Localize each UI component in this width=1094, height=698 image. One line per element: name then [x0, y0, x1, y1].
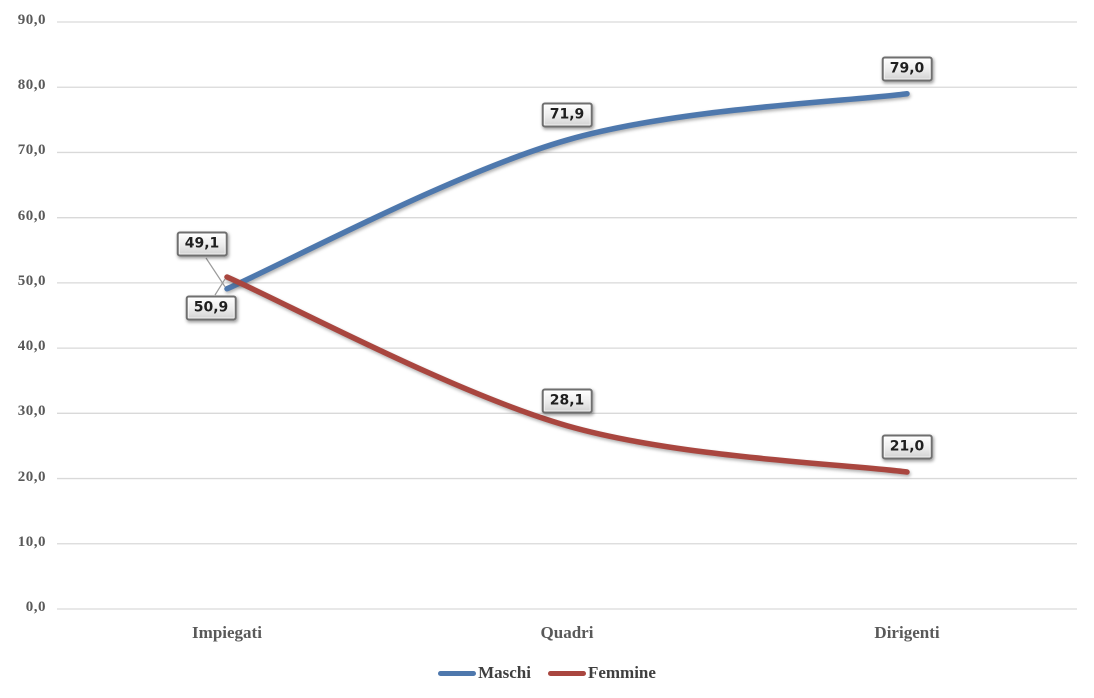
data-label-femmine-dirigenti: 21,0 [881, 434, 933, 460]
legend-item-femmine: Femmine [547, 663, 656, 683]
chart-legend: Maschi Femmine [0, 660, 1094, 686]
y-tick-90-0: 90,0 [17, 12, 46, 28]
data-label-femmine-quadri: 28,1 [541, 388, 593, 414]
series-line-maschi [224, 90, 910, 292]
data-label-femmine-impiegati: 50,9 [185, 295, 237, 321]
legend-swatch-femmine [547, 670, 586, 676]
y-tick-40-0: 40,0 [17, 338, 46, 355]
leader-line-maschi [205, 257, 226, 288]
legend-swatch-maschi [438, 670, 477, 676]
x-category-quadri: Quadri [540, 623, 594, 642]
y-tick-30-0: 30,0 [17, 403, 46, 420]
y-tick-80-0: 80,0 [17, 77, 46, 94]
y-tick-10-0: 10,0 [17, 533, 46, 550]
data-label-maschi-impiegati: 49,1 [176, 231, 228, 257]
legend-label-maschi: Maschi [478, 663, 531, 682]
y-tick-50-0: 50,0 [17, 272, 46, 289]
y-tick-60-0: 60,0 [17, 207, 46, 224]
y-tick-0-0: 0,0 [25, 599, 46, 615]
y-tick-70-0: 70,0 [17, 142, 46, 159]
leader-line-femmine [214, 278, 226, 296]
x-category-dirigenti: Dirigenti [874, 623, 940, 642]
legend-item-maschi: Maschi [438, 663, 531, 683]
x-category-impiegati: Impiegati [192, 623, 262, 642]
data-label-maschi-dirigenti: 79,0 [881, 56, 933, 82]
data-label-maschi-quadri: 71,9 [541, 102, 593, 128]
legend-label-femmine: Femmine [587, 663, 656, 682]
y-tick-20-0: 20,0 [17, 468, 46, 485]
series-line-femmine [224, 274, 910, 475]
